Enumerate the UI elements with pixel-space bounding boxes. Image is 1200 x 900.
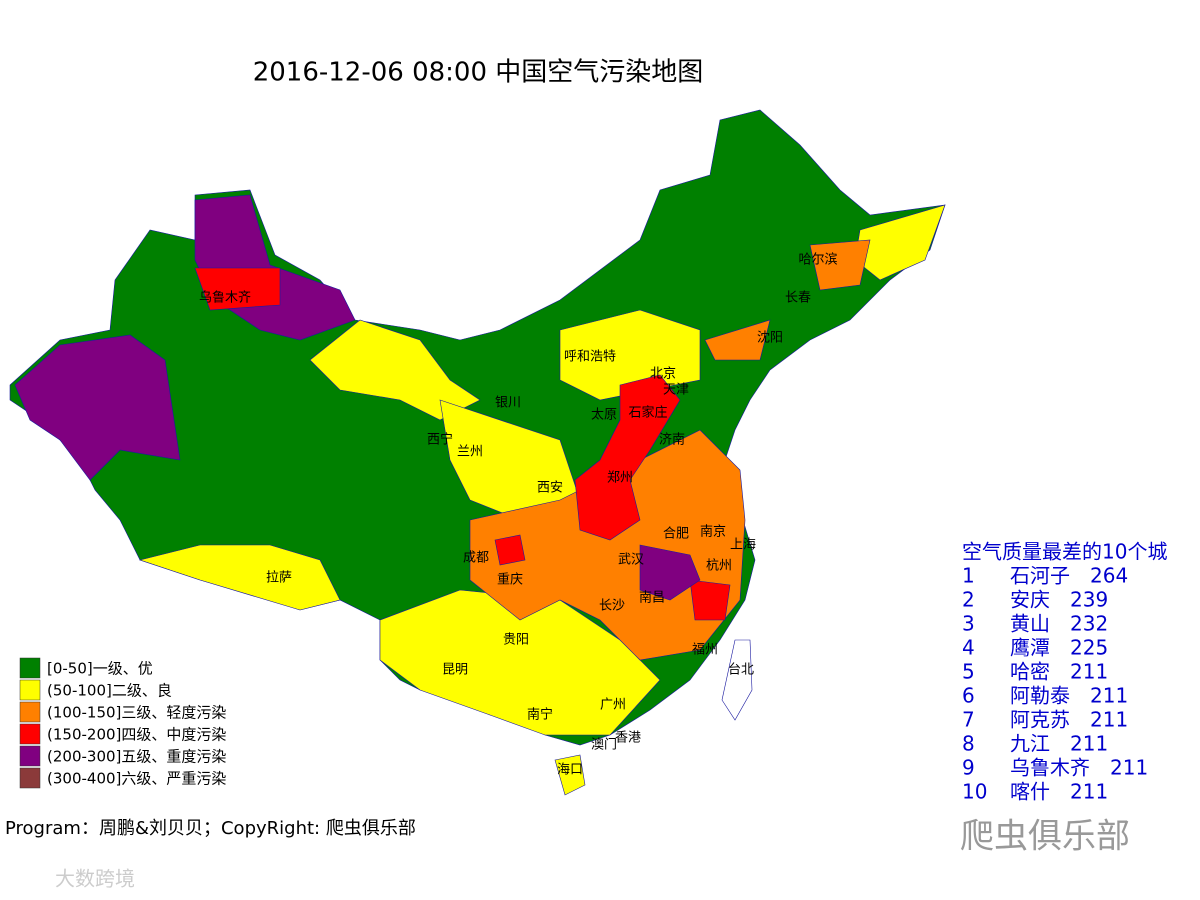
rank-city: 九江 [1010,732,1050,756]
rank-number: 6 [962,684,975,708]
city-label: 杭州 [706,559,732,574]
rank-city: 鹰潭 [1010,636,1050,660]
rank-value: 211 [1070,780,1108,804]
city-label: 石家庄 [628,405,667,421]
city-label: 上海 [730,538,756,553]
city-label: 太原 [591,408,617,423]
city-label: 拉萨 [266,571,292,586]
city-label: 昆明 [442,663,468,678]
city-label: 福州 [692,643,718,658]
city-label: 南宁 [527,707,553,723]
rank-value: 211 [1090,708,1128,732]
region [689,579,731,621]
rank-value: 232 [1070,612,1108,636]
region [721,639,753,721]
rank-number: 4 [962,636,975,660]
rank-value: 211 [1090,684,1128,708]
rank-city: 哈密 [1010,660,1050,684]
legend-swatch [19,657,41,679]
city-label: 广州 [600,698,626,713]
city-label: 呼和浩特 [564,350,616,365]
city-label: 兰州 [457,445,483,460]
city-label: 哈尔滨 [798,252,837,268]
rank-city: 乌鲁木齐 [1010,756,1090,780]
region [704,319,771,361]
region [574,374,681,541]
rank-number: 9 [962,756,975,780]
ranking-title: 空气质量最差的10个城 [962,540,1167,564]
legend-label: (300-400]六级、严重污染 [47,770,226,788]
rank-number: 5 [962,660,975,684]
legend-label: (150-200]四级、中度污染 [47,726,226,744]
credit: Program：周鹏&刘贝贝；CopyRight: 爬虫俱乐部 [5,818,416,839]
map [9,109,946,796]
rank-number: 1 [962,564,975,588]
legend-label: [0-50]一级、优 [47,660,153,678]
legend-swatch [19,679,41,701]
region [559,309,701,401]
city-label: 沈阳 [757,331,783,346]
legend-swatch [19,701,41,723]
rank-city: 安庆 [1010,588,1050,612]
city-label: 重庆 [497,572,523,588]
rank-number: 7 [962,708,975,732]
legend-swatch [19,723,41,745]
city-label: 香港 [615,731,641,746]
city-label: 银川 [495,396,521,411]
city-label: 西安 [537,481,563,496]
city-label: 澳门 [591,737,617,753]
rank-value: 211 [1110,756,1148,780]
rank-number: 3 [962,612,975,636]
legend-label: (100-150]三级、轻度污染 [47,704,226,722]
watermark: 爬虫俱乐部 [960,817,1130,857]
region [494,534,526,566]
city-label: 长沙 [599,599,625,614]
rank-value: 211 [1070,660,1108,684]
region [309,319,481,421]
legend: [0-50]一级、优 (50-100]二级、良 (100-150]三级、轻度污染 (1… [19,657,226,789]
legend-swatch [19,745,41,767]
region [639,544,701,601]
watermark: 大数跨境 [55,867,135,891]
rank-value: 225 [1070,636,1108,660]
rank-city: 黄山 [1010,612,1050,636]
rank-city: 石河子 [1010,564,1070,588]
city-label: 乌鲁木齐 [199,290,251,306]
city-label: 南昌 [639,590,665,606]
city-label: 西宁 [427,432,453,448]
region [194,267,281,311]
rank-city: 喀什 [1010,780,1050,804]
city-label: 合肥 [663,527,689,542]
region [14,334,181,481]
city-label: 济南 [659,432,685,448]
city-label: 台北 [728,663,754,678]
legend-label: (200-300]五级、重度污染 [47,748,226,766]
region [138,544,341,611]
rank-number: 2 [962,588,975,612]
rank-value: 239 [1070,588,1108,612]
city-label: 南京 [700,524,726,540]
rank-city: 阿勒泰 [1010,684,1070,708]
city-label: 北京 [650,367,676,382]
city-label: 成都 [463,551,489,566]
city-label: 海口 [557,763,583,778]
map-title: 2016-12-06 08:00 中国空气污染地图 [253,58,704,88]
ranking: 空气质量最差的10个城 1 石河子 264 2 安庆 239 3 黄山 232 4 鹰潭 225 5 哈密… [962,540,1167,804]
rank-value: 264 [1090,564,1128,588]
city-label: 天津 [663,383,689,398]
region [809,239,871,291]
city-label: 长春 [785,291,811,306]
city-label: 武汉 [618,553,644,568]
rank-number: 10 [962,780,987,804]
city-label: 郑州 [607,471,633,486]
city-label: 贵阳 [503,633,529,648]
rank-number: 8 [962,732,975,756]
rank-value: 211 [1070,732,1108,756]
legend-swatch [19,767,41,789]
region [554,754,586,796]
legend-label: (50-100]二级、良 [47,682,172,700]
rank-city: 阿克苏 [1010,708,1070,732]
